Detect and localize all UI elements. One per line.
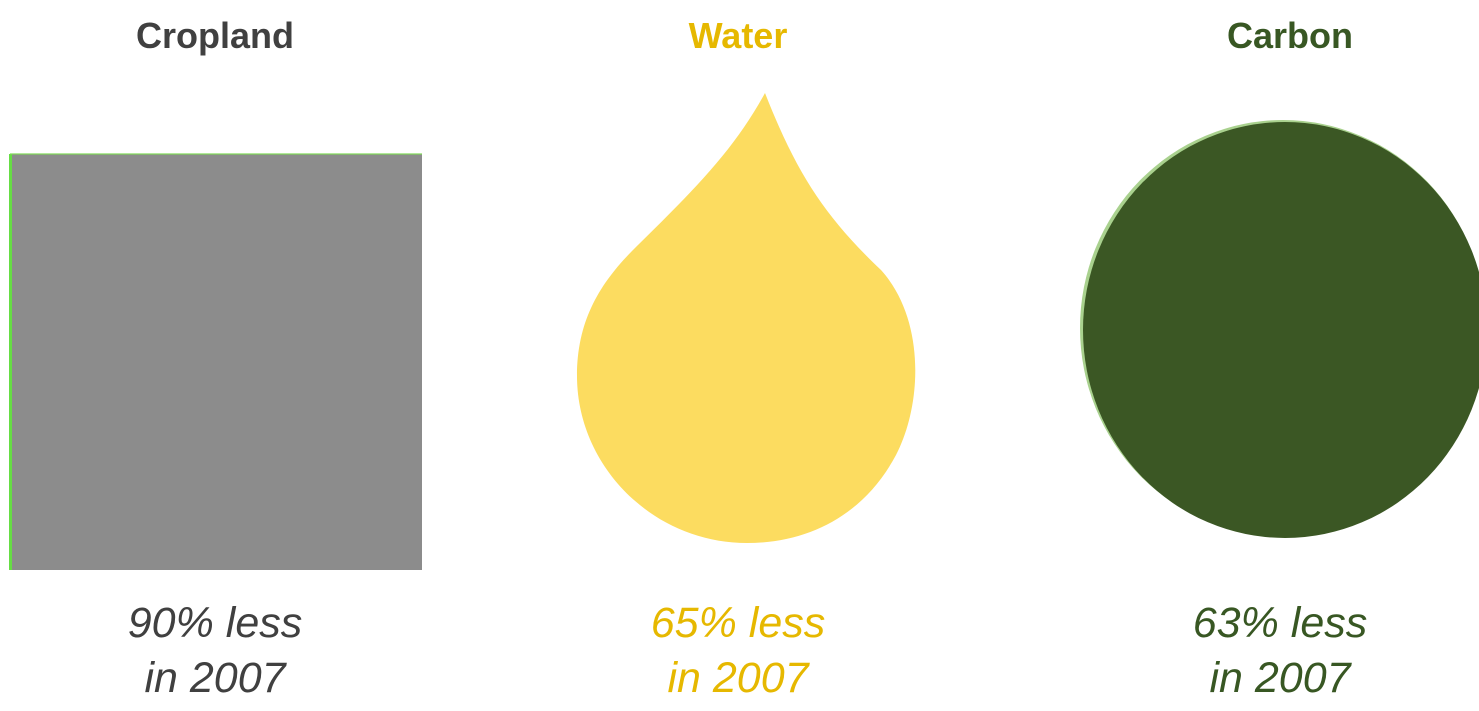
- carbon-caption: 63% less in 2007: [1100, 596, 1460, 706]
- cropland-caption-line1: 90% less: [127, 599, 303, 647]
- water-drop-icon: [577, 93, 916, 543]
- water-caption-line2: in 2007: [667, 654, 809, 702]
- water-drop: [577, 93, 916, 543]
- square-icon: [9, 153, 422, 570]
- carbon-caption-line2: in 2007: [1209, 654, 1351, 702]
- carbon-circle: [1083, 122, 1479, 538]
- water-caption-line1: 65% less: [650, 599, 826, 647]
- circle-icon: [1080, 120, 1479, 538]
- water-caption: 65% less in 2007: [558, 596, 918, 706]
- cropland-square-edge: [9, 154, 12, 570]
- cropland-title: Cropland: [136, 15, 294, 56]
- cropland-square: [10, 154, 422, 570]
- cropland-caption-line2: in 2007: [144, 654, 286, 702]
- carbon-title: Carbon: [1227, 15, 1353, 56]
- cropland-caption: 90% less in 2007: [35, 596, 395, 706]
- carbon-caption-line1: 63% less: [1192, 599, 1368, 647]
- water-title: Water: [688, 15, 788, 56]
